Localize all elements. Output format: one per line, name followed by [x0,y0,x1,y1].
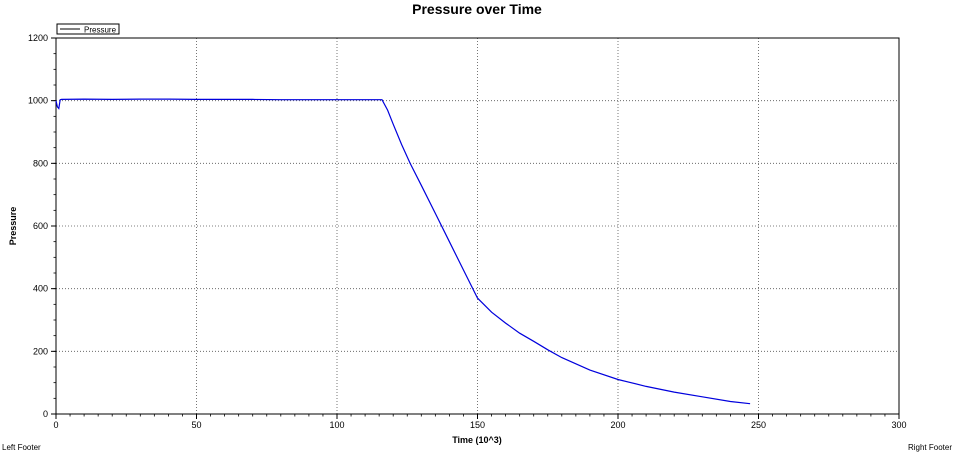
left-footer: Left Footer [2,443,41,452]
y-tick-label: 1200 [28,33,48,43]
x-tick-label: 0 [53,420,58,430]
y-tick-label: 200 [33,346,48,356]
axis-ticks [51,37,900,419]
legend: Pressure [56,23,120,35]
y-tick-label: 0 [43,409,48,419]
y-tick-label: 400 [33,284,48,294]
y-tick-label: 800 [33,158,48,168]
legend-label: Pressure [84,26,117,35]
grid [56,38,899,414]
x-tick-label: 200 [610,420,625,430]
x-tick-label: 150 [470,420,485,430]
x-axis-label: Time (10^3) [452,435,502,445]
x-tick-label: 100 [329,420,344,430]
x-tick-label: 50 [191,420,201,430]
series-line-pressure [55,98,751,405]
tick-labels: 0 50 100 150 200 250 300 0 200 400 600 800 1000 1200 [28,33,907,430]
y-tick-label: 600 [33,221,48,231]
y-tick-label: 1000 [28,96,48,106]
chart-title: Pressure over Time [412,1,542,17]
x-tick-label: 250 [751,420,766,430]
right-footer: Right Footer [907,443,952,452]
series-layer [55,98,751,405]
y-axis-label: Pressure [8,207,18,246]
legend-box [56,23,120,35]
x-tick-label: 300 [891,420,906,430]
